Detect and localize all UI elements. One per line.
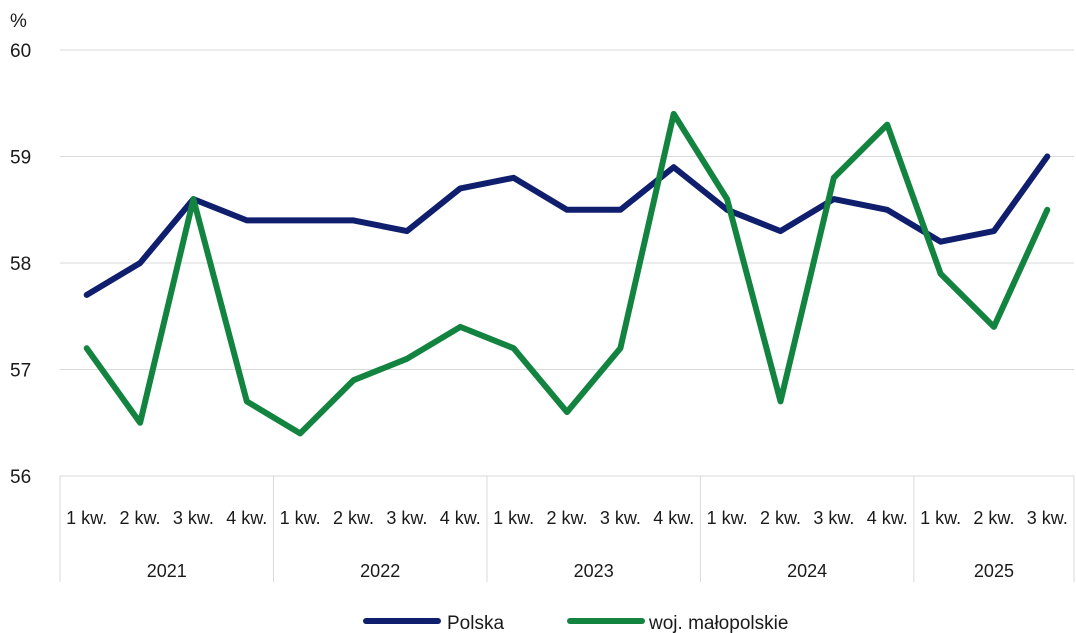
x-axis-year-label: 2021 [147, 561, 187, 581]
x-tick-label: 2 kw. [120, 508, 161, 528]
x-tick-label: 3 kw. [1027, 508, 1068, 528]
y-tick-label: 59 [10, 148, 31, 169]
x-tick-label: 4 kw. [867, 508, 908, 528]
gridlines [60, 49, 1074, 477]
x-tick-label: 3 kw. [600, 508, 641, 528]
x-tick-label: 3 kw. [173, 508, 214, 528]
legend-label-0: Polska [447, 613, 504, 633]
x-tick-label: 2 kw. [333, 508, 374, 528]
x-tick-label: 2 kw. [973, 508, 1014, 528]
x-axis-year-label: 2025 [974, 561, 1014, 581]
x-tick-label: 4 kw. [440, 508, 481, 528]
series-lines [83, 110, 1051, 437]
x-tick-label: 4 kw. [653, 508, 694, 528]
x-axis-year-label: 2023 [574, 561, 614, 581]
y-tick-label: 56 [10, 467, 31, 488]
x-tick-label: 1 kw. [707, 508, 748, 528]
series-line-1 [83, 110, 1051, 437]
legend: Polska woj. małopolskie [363, 613, 788, 633]
y-tick-label: 60 [10, 41, 31, 62]
x-tick-label: 3 kw. [813, 508, 854, 528]
y-tick-label: 57 [10, 361, 31, 382]
y-axis-ticks: 56 57 58 59 60 [10, 41, 31, 488]
x-tick-label: 1 kw. [66, 508, 107, 528]
x-tick-label: 2 kw. [760, 508, 801, 528]
x-axis: 2021 2022 2023 2024 2025 1 kw. 2 kw. 3 kw. 4 kw.… [59, 476, 1075, 582]
y-tick-label: 58 [10, 254, 31, 275]
y-axis-unit-label: % [10, 11, 27, 32]
x-tick-label: 1 kw. [493, 508, 534, 528]
x-tick-label: 1 kw. [920, 508, 961, 528]
legend-label-1: woj. małopolskie [648, 613, 788, 633]
series-line-0 [83, 153, 1051, 298]
x-tick-label: 4 kw. [226, 508, 267, 528]
x-tick-label: 1 kw. [280, 508, 321, 528]
x-axis-year-label: 2022 [360, 561, 400, 581]
x-tick-label: 3 kw. [386, 508, 427, 528]
x-axis-year-label: 2024 [787, 561, 827, 581]
x-tick-label: 2 kw. [546, 508, 587, 528]
